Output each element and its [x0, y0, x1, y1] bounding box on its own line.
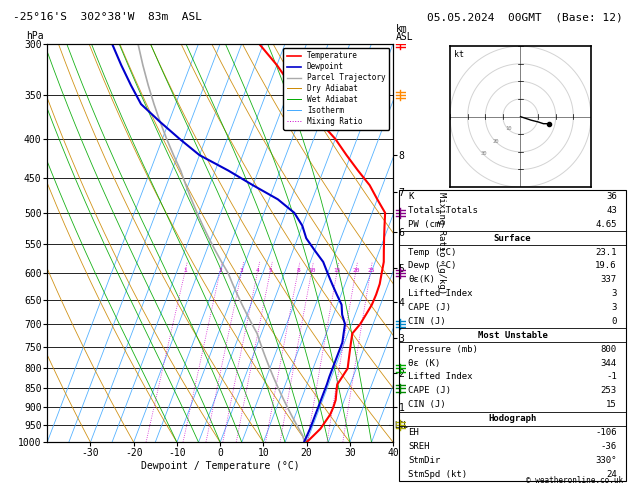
Text: 25: 25 — [367, 268, 374, 273]
Text: 05.05.2024  00GMT  (Base: 12): 05.05.2024 00GMT (Base: 12) — [427, 12, 623, 22]
Text: Lifted Index: Lifted Index — [408, 289, 473, 298]
Text: Most Unstable: Most Unstable — [477, 331, 548, 340]
Text: Pressure (mb): Pressure (mb) — [408, 345, 478, 354]
Text: -1: -1 — [606, 372, 617, 382]
Text: 15: 15 — [333, 268, 341, 273]
Text: ASL: ASL — [396, 32, 414, 42]
Text: 20: 20 — [352, 268, 360, 273]
Y-axis label: Mixing Ratio (g/kg): Mixing Ratio (g/kg) — [437, 192, 446, 294]
Text: LCL: LCL — [394, 421, 408, 430]
X-axis label: Dewpoint / Temperature (°C): Dewpoint / Temperature (°C) — [141, 461, 299, 470]
Text: 8: 8 — [296, 268, 300, 273]
Text: SREH: SREH — [408, 442, 430, 451]
Text: 30: 30 — [481, 151, 487, 156]
Text: 2: 2 — [218, 268, 222, 273]
Text: 20: 20 — [493, 139, 499, 144]
Text: 3: 3 — [611, 303, 617, 312]
Text: EH: EH — [408, 428, 419, 437]
Text: 0: 0 — [611, 317, 617, 326]
Text: Totals Totals: Totals Totals — [408, 206, 478, 215]
Text: PW (cm): PW (cm) — [408, 220, 446, 229]
Text: 10: 10 — [505, 126, 511, 132]
Text: CIN (J): CIN (J) — [408, 317, 446, 326]
Text: 330°: 330° — [595, 456, 617, 465]
Text: © weatheronline.co.uk: © weatheronline.co.uk — [526, 476, 623, 485]
Text: 19.6: 19.6 — [595, 261, 617, 270]
Text: 10: 10 — [308, 268, 316, 273]
Text: 5: 5 — [269, 268, 272, 273]
Text: 1: 1 — [184, 268, 187, 273]
Text: θε (K): θε (K) — [408, 359, 441, 367]
Text: 43: 43 — [606, 206, 617, 215]
Text: Surface: Surface — [494, 234, 532, 243]
Text: 337: 337 — [601, 275, 617, 284]
Text: Lifted Index: Lifted Index — [408, 372, 473, 382]
Text: 4.65: 4.65 — [595, 220, 617, 229]
Text: 3: 3 — [240, 268, 244, 273]
Text: CAPE (J): CAPE (J) — [408, 386, 452, 396]
Text: hPa: hPa — [26, 31, 44, 41]
Text: 15: 15 — [606, 400, 617, 409]
Text: 36: 36 — [606, 192, 617, 201]
Text: 800: 800 — [601, 345, 617, 354]
Text: Temp (°C): Temp (°C) — [408, 247, 457, 257]
Text: -106: -106 — [595, 428, 617, 437]
Text: 4: 4 — [256, 268, 260, 273]
Text: -36: -36 — [601, 442, 617, 451]
Text: CIN (J): CIN (J) — [408, 400, 446, 409]
Text: km: km — [396, 24, 408, 34]
Text: StmDir: StmDir — [408, 456, 441, 465]
Legend: Temperature, Dewpoint, Parcel Trajectory, Dry Adiabat, Wet Adiabat, Isotherm, Mi: Temperature, Dewpoint, Parcel Trajectory… — [283, 48, 389, 130]
Text: θε(K): θε(K) — [408, 275, 435, 284]
Text: 24: 24 — [606, 469, 617, 479]
Text: 3: 3 — [611, 289, 617, 298]
Text: K: K — [408, 192, 414, 201]
Text: kt: kt — [454, 50, 464, 59]
Text: 344: 344 — [601, 359, 617, 367]
Text: CAPE (J): CAPE (J) — [408, 303, 452, 312]
Text: -25°16'S  302°38'W  83m  ASL: -25°16'S 302°38'W 83m ASL — [13, 12, 201, 22]
Text: StmSpd (kt): StmSpd (kt) — [408, 469, 467, 479]
Text: 23.1: 23.1 — [595, 247, 617, 257]
Text: Dewp (°C): Dewp (°C) — [408, 261, 457, 270]
Text: 253: 253 — [601, 386, 617, 396]
Text: Hodograph: Hodograph — [489, 414, 537, 423]
